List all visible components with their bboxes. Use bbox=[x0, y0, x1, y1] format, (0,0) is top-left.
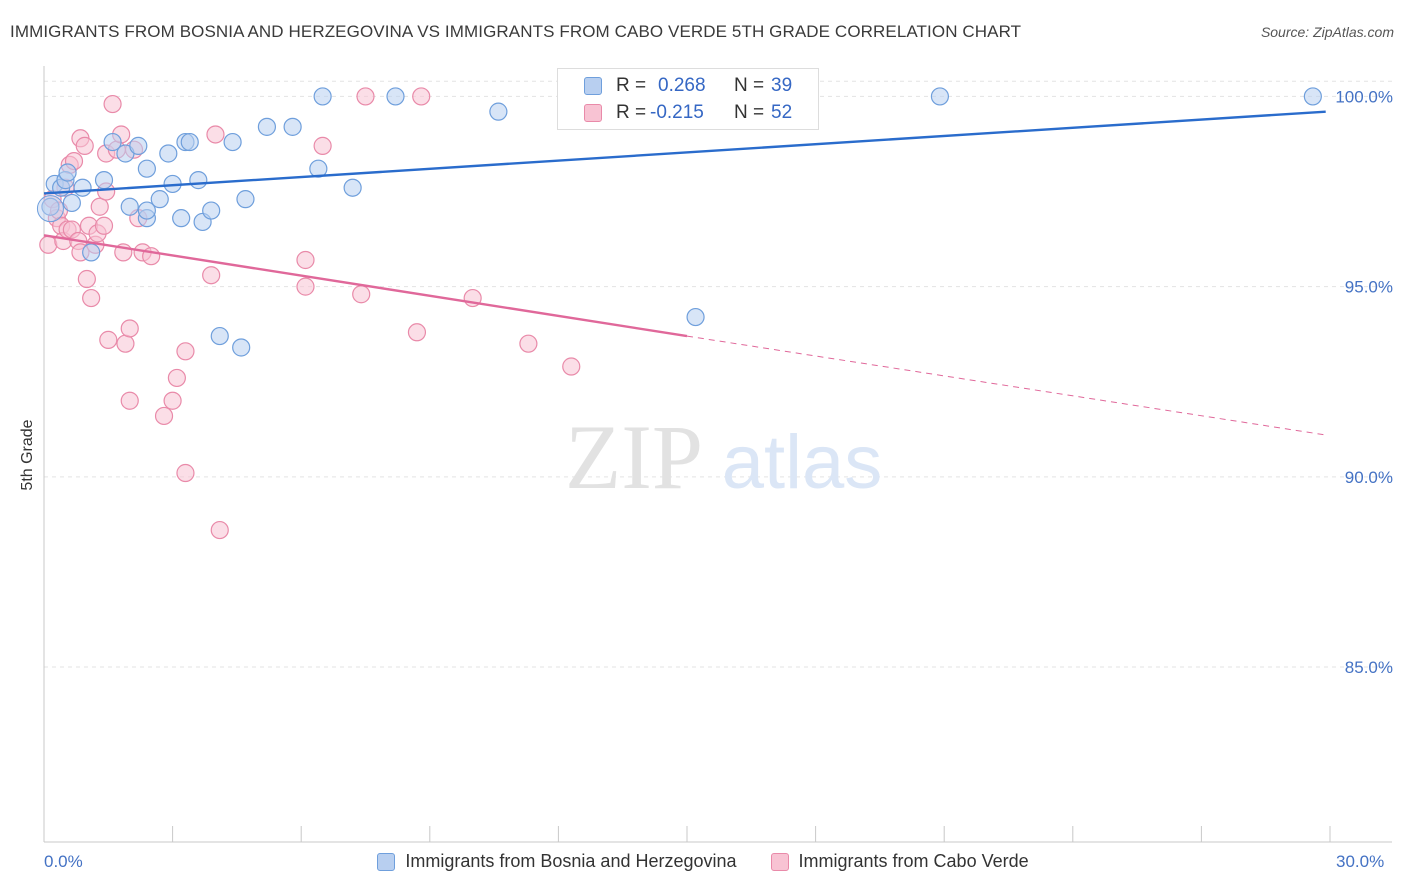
y-tick-labels: 100.0% 95.0% 90.0% 85.0% bbox=[1335, 87, 1393, 677]
data-point-bosnia bbox=[172, 209, 191, 228]
legend-swatch-cabo-verde bbox=[584, 104, 602, 122]
watermark-zip: ZIP bbox=[565, 406, 703, 508]
x-tick-label-min: 0.0% bbox=[44, 852, 83, 871]
data-point-cabo-verde bbox=[82, 288, 101, 308]
y-tick-label: 85.0% bbox=[1345, 658, 1393, 677]
series-legend: Immigrants from Bosnia and Herzegovina I… bbox=[0, 851, 1406, 872]
data-point-cabo-verde bbox=[176, 463, 195, 483]
legend-n-label: N = bbox=[734, 75, 765, 96]
data-point-bosnia bbox=[686, 307, 705, 327]
data-point-bosnia bbox=[257, 117, 277, 136]
data-point-bosnia bbox=[137, 201, 156, 220]
legend-item-bosnia: Immigrants from Bosnia and Herzegovina bbox=[377, 851, 737, 872]
data-point-bosnia bbox=[386, 87, 405, 106]
data-point-cabo-verde bbox=[352, 285, 371, 304]
data-point-cabo-verde bbox=[296, 277, 315, 296]
data-point-cabo-verde bbox=[519, 334, 538, 353]
data-point-bosnia bbox=[236, 190, 255, 209]
data-point-bosnia bbox=[159, 144, 178, 163]
legend-swatch-bosnia bbox=[584, 77, 602, 95]
data-point-cabo-verde bbox=[99, 330, 118, 349]
legend-n-value-bosnia: 39 bbox=[771, 75, 793, 96]
data-point-bosnia bbox=[129, 136, 148, 155]
data-point-cabo-verde bbox=[296, 250, 315, 270]
data-point-bosnia bbox=[189, 171, 208, 190]
legend-swatch-bosnia bbox=[377, 852, 396, 871]
data-point-cabo-verde bbox=[206, 125, 225, 144]
data-point-bosnia bbox=[137, 159, 156, 178]
data-point-bosnia bbox=[62, 193, 81, 213]
data-point-bosnia bbox=[120, 197, 139, 216]
data-point-cabo-verde bbox=[120, 391, 139, 410]
data-point-cabo-verde bbox=[90, 197, 109, 216]
data-point-cabo-verde bbox=[120, 319, 139, 338]
data-point-bosnia bbox=[313, 87, 332, 106]
data-point-bosnia bbox=[94, 171, 114, 190]
legend-r-label: R = bbox=[616, 102, 647, 123]
grid-lines bbox=[44, 80, 1392, 668]
data-point-cabo-verde bbox=[39, 235, 58, 254]
data-point-bosnia bbox=[103, 132, 122, 152]
data-point-cabo-verde bbox=[313, 136, 332, 155]
source-credit: Source: ZipAtlas.com bbox=[1260, 24, 1394, 40]
legend-label-bosnia: Immigrants from Bosnia and Herzegovina bbox=[405, 851, 737, 871]
data-point-cabo-verde bbox=[202, 266, 221, 285]
y-tick-label: 100.0% bbox=[1335, 87, 1393, 106]
data-point-cabo-verde bbox=[562, 357, 581, 376]
axes bbox=[43, 66, 1392, 843]
data-point-cabo-verde bbox=[356, 87, 375, 106]
data-point-cabo-verde bbox=[75, 136, 94, 155]
data-point-cabo-verde bbox=[176, 342, 195, 361]
data-point-bosnia bbox=[309, 159, 328, 178]
data-point-bosnia bbox=[73, 178, 92, 197]
data-point-bosnia bbox=[930, 87, 950, 106]
data-point-cabo-verde bbox=[116, 334, 135, 353]
data-point-bosnia bbox=[232, 338, 251, 357]
data-point-cabo-verde bbox=[77, 269, 96, 289]
trend-line-cabo-verde-extrapolated bbox=[686, 335, 1326, 436]
data-point-bosnia bbox=[82, 243, 101, 262]
x-tick-label-max: 30.0% bbox=[1336, 852, 1385, 871]
legend-r-label: R = bbox=[616, 75, 647, 96]
data-point-bosnia bbox=[150, 190, 169, 209]
data-point-bosnia bbox=[223, 132, 242, 152]
data-point-bosnia bbox=[283, 117, 302, 136]
watermark: ZIP atlas bbox=[565, 406, 882, 508]
trend-line-bosnia bbox=[43, 110, 1326, 195]
data-point-bosnia bbox=[343, 178, 362, 197]
legend-swatch-cabo-verde bbox=[770, 852, 789, 871]
legend-r-value-bosnia: 0.268 bbox=[658, 75, 706, 96]
correlation-legend: R = 0.268 N = 39 R = -0.215 N = 52 bbox=[557, 68, 819, 130]
watermark-atlas: atlas bbox=[722, 420, 883, 505]
legend-n-value-cabo-verde: 52 bbox=[771, 102, 793, 123]
data-point-cabo-verde bbox=[163, 391, 182, 410]
data-point-bosnia bbox=[202, 201, 221, 220]
data-point-cabo-verde bbox=[103, 94, 122, 114]
data-point-bosnia bbox=[210, 326, 229, 346]
legend-n-label: N = bbox=[734, 102, 765, 123]
data-point-bosnia bbox=[36, 195, 64, 223]
data-point-cabo-verde bbox=[94, 216, 114, 235]
data-point-cabo-verde bbox=[412, 87, 431, 106]
series-bosnia-points bbox=[36, 87, 1322, 357]
data-point-bosnia bbox=[180, 132, 199, 152]
trend-line-cabo-verde bbox=[43, 234, 688, 338]
data-point-cabo-verde bbox=[167, 368, 186, 388]
data-point-cabo-verde bbox=[210, 520, 229, 540]
chart-title: IMMIGRANTS FROM BOSNIA AND HERZEGOVINA V… bbox=[10, 22, 1022, 41]
legend-item-cabo-verde: Immigrants from Cabo Verde bbox=[770, 851, 1029, 872]
legend-label-cabo-verde: Immigrants from Cabo Verde bbox=[798, 851, 1029, 871]
data-point-bosnia bbox=[58, 163, 77, 182]
data-point-cabo-verde bbox=[154, 406, 174, 426]
data-point-bosnia bbox=[1303, 87, 1322, 106]
y-tick-label: 90.0% bbox=[1345, 468, 1393, 487]
trend-lines bbox=[43, 110, 1326, 436]
data-point-bosnia bbox=[489, 102, 508, 121]
y-tick-label: 95.0% bbox=[1345, 278, 1393, 297]
legend-r-value-cabo-verde: -0.215 bbox=[650, 102, 704, 123]
data-point-cabo-verde bbox=[407, 323, 427, 342]
data-point-bosnia bbox=[41, 197, 60, 216]
